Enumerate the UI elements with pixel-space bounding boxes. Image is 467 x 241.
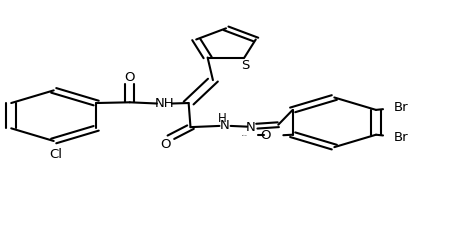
Text: Methoxy: Methoxy bbox=[242, 135, 248, 136]
Text: Br: Br bbox=[394, 101, 408, 114]
Text: O: O bbox=[260, 129, 270, 142]
Text: N: N bbox=[220, 120, 230, 132]
Text: O: O bbox=[125, 71, 135, 84]
Text: O: O bbox=[160, 138, 170, 151]
Text: S: S bbox=[241, 59, 250, 72]
Text: Br: Br bbox=[394, 131, 408, 144]
Text: H: H bbox=[218, 112, 226, 125]
Text: N: N bbox=[246, 121, 255, 134]
Text: Cl: Cl bbox=[50, 148, 63, 161]
Text: NH: NH bbox=[155, 97, 174, 110]
